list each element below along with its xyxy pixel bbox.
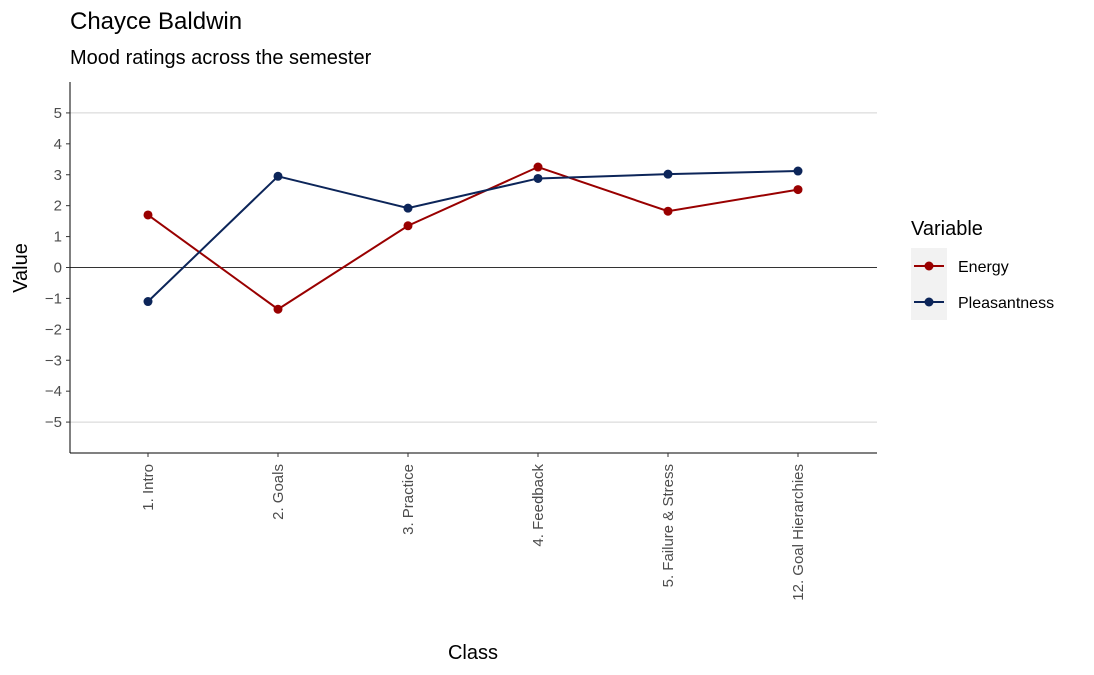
y-tick-label: −3	[45, 352, 62, 369]
legend-title: Variable	[911, 218, 983, 240]
plot-area: 5 4 3 2 1 0 −1 −2 −3 −4 −5 1. Intro 2. Goals 3. Prac…	[45, 82, 877, 601]
data-point-energy	[663, 206, 673, 216]
data-point-pleasantness	[663, 169, 673, 179]
x-axis-ticks: 1. Intro 2. Goals 3. Practice 4. Feedback 5.…	[140, 453, 807, 601]
chart-title: Chayce Baldwin	[70, 8, 242, 35]
data-point-pleasantness	[793, 166, 803, 176]
legend-key-background	[911, 248, 947, 320]
x-tick-label: 1. Intro	[140, 464, 157, 511]
series-layer	[143, 162, 803, 314]
x-tick-label: 2. Goals	[270, 464, 287, 520]
data-point-energy	[533, 162, 543, 172]
data-point-energy	[273, 304, 283, 314]
y-tick-label: 2	[54, 198, 62, 215]
x-tick-label: 4. Feedback	[530, 464, 547, 547]
y-tick-label: −4	[45, 383, 62, 400]
y-tick-label: 1	[54, 229, 62, 246]
y-tick-label: −1	[45, 290, 62, 307]
series-line-energy	[147, 165, 799, 311]
x-tick-label: 12. Goal Hierarchies	[790, 464, 807, 601]
data-point-pleasantness	[143, 297, 153, 307]
x-axis-title: Class	[448, 642, 498, 664]
data-point-pleasantness	[403, 203, 413, 213]
y-tick-label: 5	[54, 105, 62, 122]
data-point-pleasantness	[533, 173, 543, 183]
legend-label-pleasantness: Pleasantness	[958, 295, 1054, 312]
y-tick-label: −2	[45, 321, 62, 338]
series-line-pleasantness	[147, 170, 799, 303]
data-point-energy	[143, 210, 153, 220]
data-point-pleasantness	[273, 171, 283, 181]
gridlines	[70, 112, 877, 423]
legend: Variable Energy Pleasantness	[911, 218, 1054, 320]
y-axis-title: Value	[10, 243, 32, 293]
y-axis-ticks: 5 4 3 2 1 0 −1 −2 −3 −4 −5	[45, 105, 70, 431]
y-tick-label: 3	[54, 167, 62, 184]
legend-label-energy: Energy	[958, 259, 1009, 276]
legend-items: Energy Pleasantness	[911, 248, 1054, 320]
x-tick-label: 5. Failure & Stress	[660, 464, 677, 587]
y-tick-label: 4	[54, 136, 62, 153]
data-point-energy	[793, 185, 803, 195]
legend-key-point-pleasantness	[924, 297, 934, 307]
data-point-energy	[403, 221, 413, 231]
y-tick-label: 0	[54, 260, 62, 277]
y-tick-label: −5	[45, 414, 62, 431]
x-tick-label: 3. Practice	[400, 464, 417, 535]
legend-key-point-energy	[924, 261, 934, 271]
chart-subtitle: Mood ratings across the semester	[70, 47, 372, 69]
